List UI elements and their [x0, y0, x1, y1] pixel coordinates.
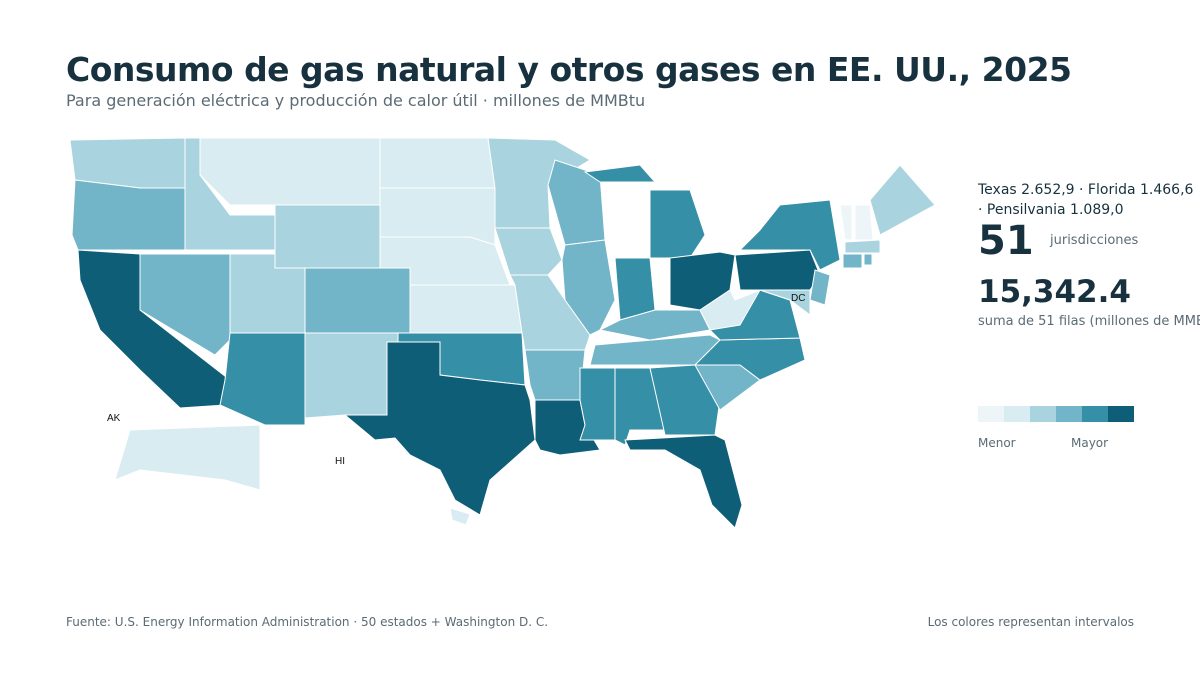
legend-swatch: [1004, 406, 1030, 422]
state: [379, 187, 496, 246]
state: [734, 249, 821, 291]
state: [449, 507, 471, 526]
states: [69, 137, 936, 529]
state: [863, 253, 873, 266]
count-label: jurisdicciones: [1050, 233, 1139, 248]
state: [487, 137, 591, 229]
state: [379, 137, 496, 189]
state: [598, 309, 711, 341]
state: [561, 239, 616, 336]
state: [343, 341, 536, 516]
state: [583, 164, 657, 183]
state: [649, 189, 706, 259]
subtitle: Para generación eléctrica y producción d…: [66, 91, 646, 110]
total: 15,342.4: [978, 274, 1131, 310]
state: [844, 239, 881, 254]
state: [547, 159, 606, 246]
state: [71, 179, 186, 251]
state: [304, 267, 411, 334]
state: [494, 227, 563, 276]
total-label: suma de 51 filas (millones de MMBtu): [978, 314, 1200, 329]
state: [869, 164, 936, 236]
state: [304, 332, 399, 419]
state: [274, 204, 381, 269]
state: [614, 257, 656, 321]
map-label: HI: [335, 456, 345, 467]
state: [579, 367, 616, 441]
legend-swatch: [978, 406, 1004, 422]
legend-swatch: [1108, 406, 1134, 422]
count: 51: [978, 218, 1034, 264]
state: [624, 434, 743, 529]
legend-swatch: [1030, 406, 1056, 422]
map-label: DC: [791, 293, 805, 304]
title: Consumo de gas natural y otros gases en …: [66, 50, 1072, 89]
note: Los colores representan intervalos: [927, 615, 1134, 629]
state: [114, 424, 261, 491]
legend-low: Menor: [978, 436, 1016, 450]
state: [524, 349, 586, 401]
legend-high: Mayor: [1071, 436, 1109, 450]
map-label: AK: [107, 413, 121, 424]
state: [409, 284, 523, 334]
state: [139, 253, 231, 356]
state: [809, 269, 831, 306]
highlights: Texas 2.652,9 · Florida 1.466,6 · Pensil…: [978, 182, 1194, 218]
state: [738, 199, 841, 271]
state: [839, 204, 853, 241]
state: [842, 253, 863, 269]
legend: [978, 406, 1134, 422]
state: [854, 204, 874, 241]
state: [69, 137, 186, 189]
source: Fuente: U.S. Energy Information Administ…: [66, 615, 549, 629]
state: [649, 364, 721, 436]
state: [219, 332, 306, 426]
state: [759, 289, 811, 316]
legend-swatch: [1056, 406, 1082, 422]
legend-swatch: [1082, 406, 1108, 422]
state: [199, 137, 381, 206]
